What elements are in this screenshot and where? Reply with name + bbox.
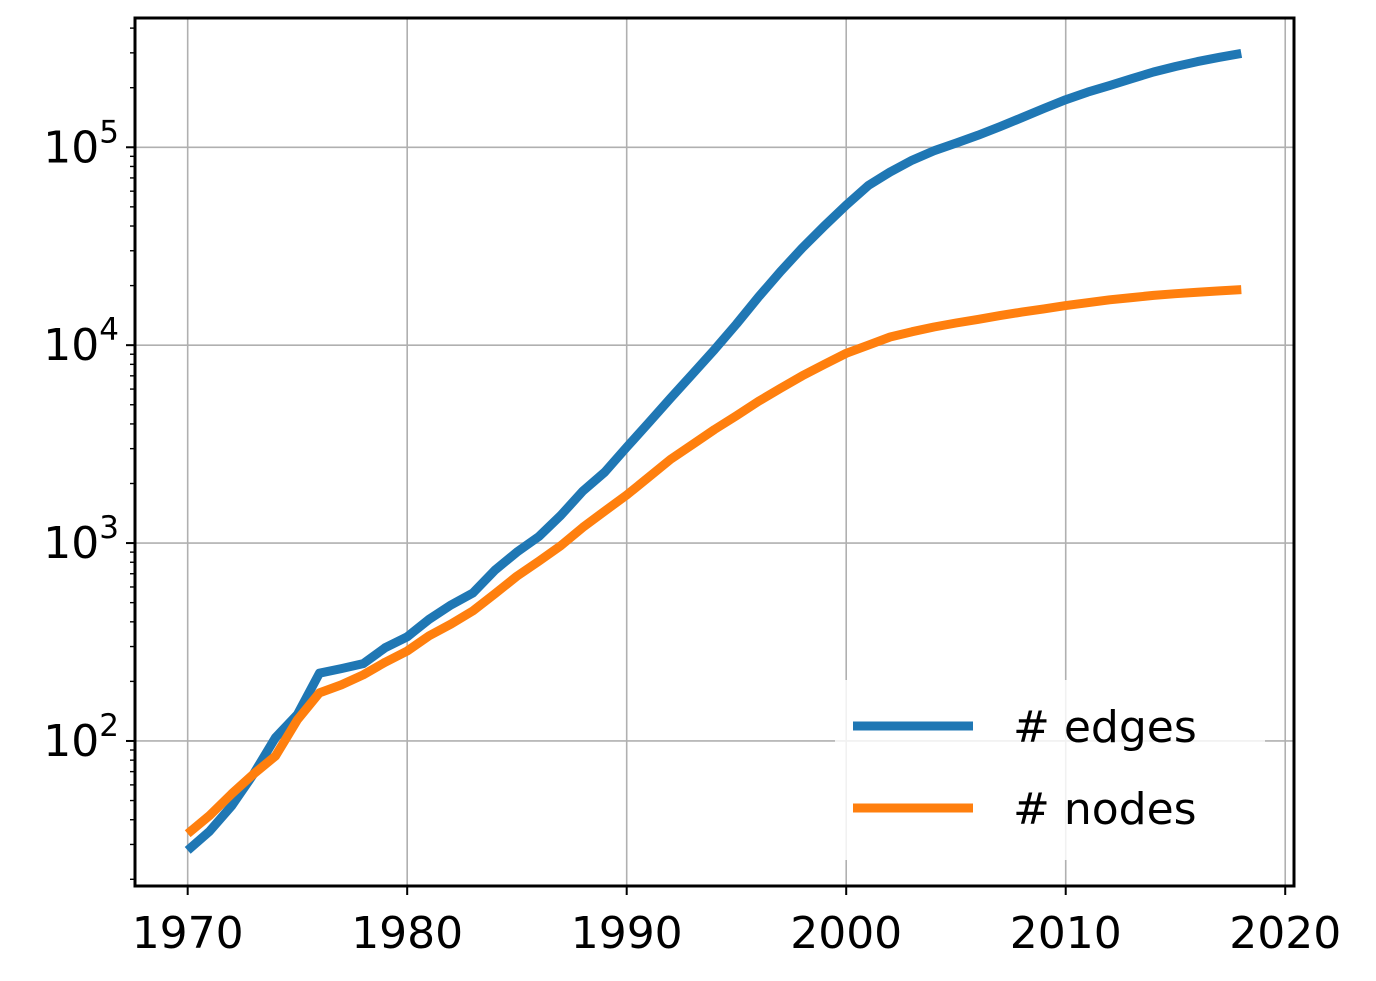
series-line-edges — [184, 48, 1243, 854]
y-tick-label: 103 — [43, 510, 119, 569]
major-ticks — [126, 146, 1287, 895]
x-tick-label: 1970 — [132, 908, 244, 959]
x-tick-label: 2010 — [1010, 908, 1122, 959]
x-tick-label: 2020 — [1229, 908, 1341, 959]
y-tick-label: 104 — [43, 312, 119, 371]
y-tick-label: 105 — [43, 114, 119, 173]
series-line-nodes — [184, 285, 1242, 838]
x-tick-labels: 1970 1980 1990 2000 2010 2020 — [132, 908, 1342, 959]
legend: # edges # nodes — [835, 680, 1265, 860]
legend-label: # edges — [1013, 702, 1197, 753]
plot-frame — [133, 16, 1296, 888]
y-tick-label: 102 — [43, 708, 119, 767]
x-tick-label: 1990 — [571, 908, 683, 959]
series-layer — [184, 48, 1243, 854]
x-tick-label: 2000 — [790, 908, 902, 959]
y-tick-labels: 102 103 104 105 — [43, 114, 119, 767]
x-tick-label: 1980 — [351, 908, 463, 959]
legend-label: # nodes — [1013, 784, 1197, 835]
